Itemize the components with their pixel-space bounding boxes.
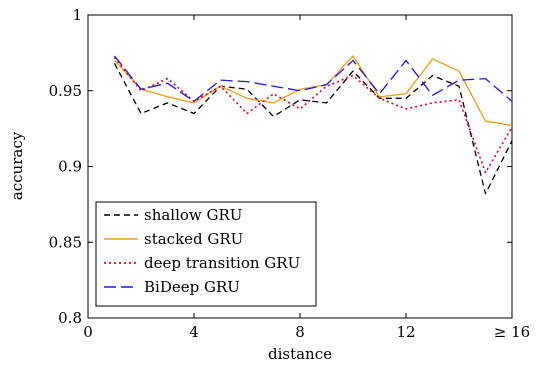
x-tick-label: 0 (83, 323, 93, 341)
series-line-0 (113, 63, 512, 195)
y-tick-label: 0.85 (49, 233, 82, 251)
legend-label: deep transition GRU (144, 254, 300, 272)
x-axis-ticks: 0 4 8 12 ≥ 16 (83, 15, 530, 341)
y-tick-label: 1 (72, 6, 82, 24)
series-line-1 (114, 55, 512, 127)
series-line-3 (113, 55, 512, 103)
legend-label: shallow GRU (144, 206, 242, 224)
series-line-2 (113, 56, 512, 174)
y-tick-label: 0.9 (58, 158, 82, 176)
legend: shallow GRU stacked GRU deep transition GR… (95, 201, 317, 307)
x-axis-label: distance (268, 345, 332, 363)
legend-label: stacked GRU (144, 230, 243, 248)
legend-box (95, 201, 317, 307)
x-tick-label: ≥ 16 (494, 323, 530, 341)
x-tick-label: 4 (189, 323, 199, 341)
y-tick-label: 0.8 (58, 309, 82, 327)
x-tick-label: 8 (295, 323, 305, 341)
legend-label: BiDeep GRU (144, 278, 240, 296)
y-axis-label: accuracy (8, 131, 26, 200)
legend-entries: shallow GRU stacked GRU deep transition GR… (104, 206, 300, 296)
series-layer (113, 55, 512, 195)
y-axis-ticks: 0.8 0.85 0.9 0.95 1 (49, 6, 512, 327)
y-tick-label: 0.95 (49, 82, 82, 100)
x-tick-label: 12 (396, 323, 415, 341)
